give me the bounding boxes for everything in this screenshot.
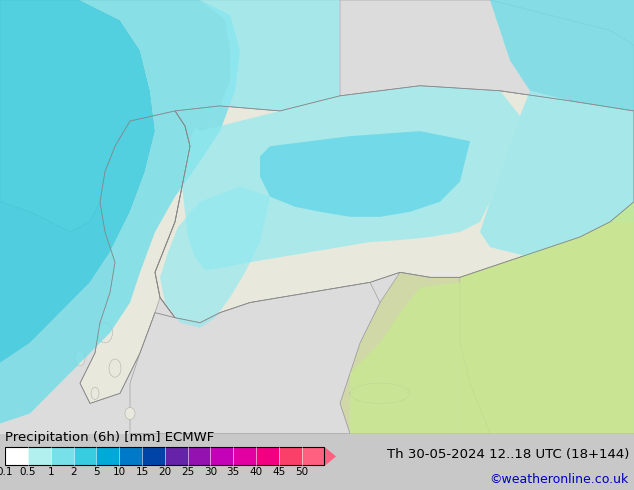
Text: 35: 35 xyxy=(226,466,240,476)
Bar xyxy=(210,447,233,465)
Polygon shape xyxy=(155,86,634,323)
Ellipse shape xyxy=(91,387,99,399)
Bar xyxy=(28,447,51,465)
Polygon shape xyxy=(160,187,270,328)
Text: 0.5: 0.5 xyxy=(20,466,36,476)
Polygon shape xyxy=(80,111,210,403)
Polygon shape xyxy=(460,202,634,434)
Bar xyxy=(302,447,325,465)
Bar xyxy=(142,447,165,465)
Bar xyxy=(256,447,279,465)
Text: 50: 50 xyxy=(295,466,308,476)
Text: 10: 10 xyxy=(113,466,126,476)
Bar xyxy=(188,447,210,465)
Text: 1: 1 xyxy=(48,466,54,476)
Bar xyxy=(119,447,142,465)
Text: 25: 25 xyxy=(181,466,194,476)
Polygon shape xyxy=(0,0,240,423)
Ellipse shape xyxy=(350,383,410,403)
Text: Th 30-05-2024 12..18 UTC (18+144): Th 30-05-2024 12..18 UTC (18+144) xyxy=(387,448,629,461)
Text: 2: 2 xyxy=(70,466,77,476)
Polygon shape xyxy=(182,86,520,270)
Text: 30: 30 xyxy=(204,466,217,476)
Text: 45: 45 xyxy=(272,466,285,476)
Text: 5: 5 xyxy=(93,466,100,476)
Text: ©weatheronline.co.uk: ©weatheronline.co.uk xyxy=(489,473,629,486)
Polygon shape xyxy=(130,282,380,434)
Polygon shape xyxy=(325,447,336,466)
Polygon shape xyxy=(200,0,340,111)
Text: 40: 40 xyxy=(249,466,262,476)
Bar xyxy=(74,447,96,465)
Text: Precipitation (6h) [mm] ECMWF: Precipitation (6h) [mm] ECMWF xyxy=(5,431,214,444)
Polygon shape xyxy=(460,101,634,434)
Text: 15: 15 xyxy=(135,466,148,476)
Ellipse shape xyxy=(125,407,135,419)
Polygon shape xyxy=(260,131,470,217)
Text: 20: 20 xyxy=(158,466,171,476)
Bar xyxy=(5,447,325,465)
Bar xyxy=(165,447,188,465)
Text: 0.1: 0.1 xyxy=(0,466,13,476)
Bar xyxy=(233,447,256,465)
Polygon shape xyxy=(480,91,634,257)
Ellipse shape xyxy=(98,323,112,343)
Bar xyxy=(5,447,28,465)
Ellipse shape xyxy=(75,350,85,366)
Polygon shape xyxy=(0,0,155,363)
Polygon shape xyxy=(340,272,490,434)
Bar xyxy=(279,447,302,465)
Ellipse shape xyxy=(109,359,121,377)
Polygon shape xyxy=(340,0,634,111)
Polygon shape xyxy=(0,0,340,232)
Bar xyxy=(51,447,74,465)
Polygon shape xyxy=(350,282,460,434)
Bar xyxy=(96,447,119,465)
Polygon shape xyxy=(490,0,634,111)
